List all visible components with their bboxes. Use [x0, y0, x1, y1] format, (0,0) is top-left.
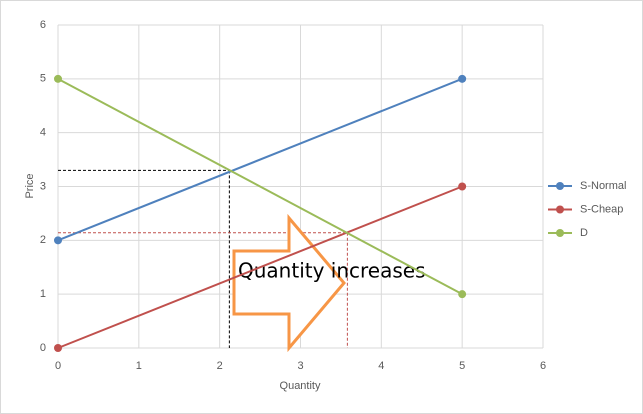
annotation: Quantity increases [238, 259, 426, 283]
point [54, 74, 62, 83]
x-tick-label: 0 [55, 360, 61, 372]
x-axis-label: Quantity [280, 380, 321, 392]
y-tick-label: 3 [40, 180, 46, 192]
y-tick-label: 2 [40, 234, 46, 246]
point [54, 344, 62, 352]
legend-marker [556, 205, 564, 214]
x-tick-label: 5 [459, 360, 465, 372]
series-line [57, 77, 463, 296]
x-tick-label: 2 [217, 360, 223, 372]
x-tick-label: 6 [540, 360, 546, 372]
y-tick-label: 1 [40, 288, 46, 300]
y-tick-label: 0 [40, 342, 46, 354]
y-tick-label: 5 [40, 73, 46, 85]
x-tick-label: 4 [378, 360, 384, 372]
point [458, 182, 467, 191]
legend-marker [556, 182, 564, 190]
series-line [57, 77, 463, 242]
y-axis-label: Price [24, 173, 36, 198]
point [458, 74, 467, 83]
point [458, 290, 467, 299]
x-tick-label: 3 [297, 360, 303, 372]
legend-marker [556, 229, 564, 237]
y-tick-label: 6 [40, 19, 46, 31]
series-line [57, 185, 463, 349]
point [54, 236, 62, 245]
arrow [232, 213, 346, 353]
x-tick-label: 1 [136, 360, 142, 372]
legend-label: S-Normal [580, 180, 626, 192]
y-tick-label: 4 [40, 127, 46, 139]
legend-label: S-Cheap [580, 203, 623, 215]
legend-label: D [580, 227, 588, 239]
